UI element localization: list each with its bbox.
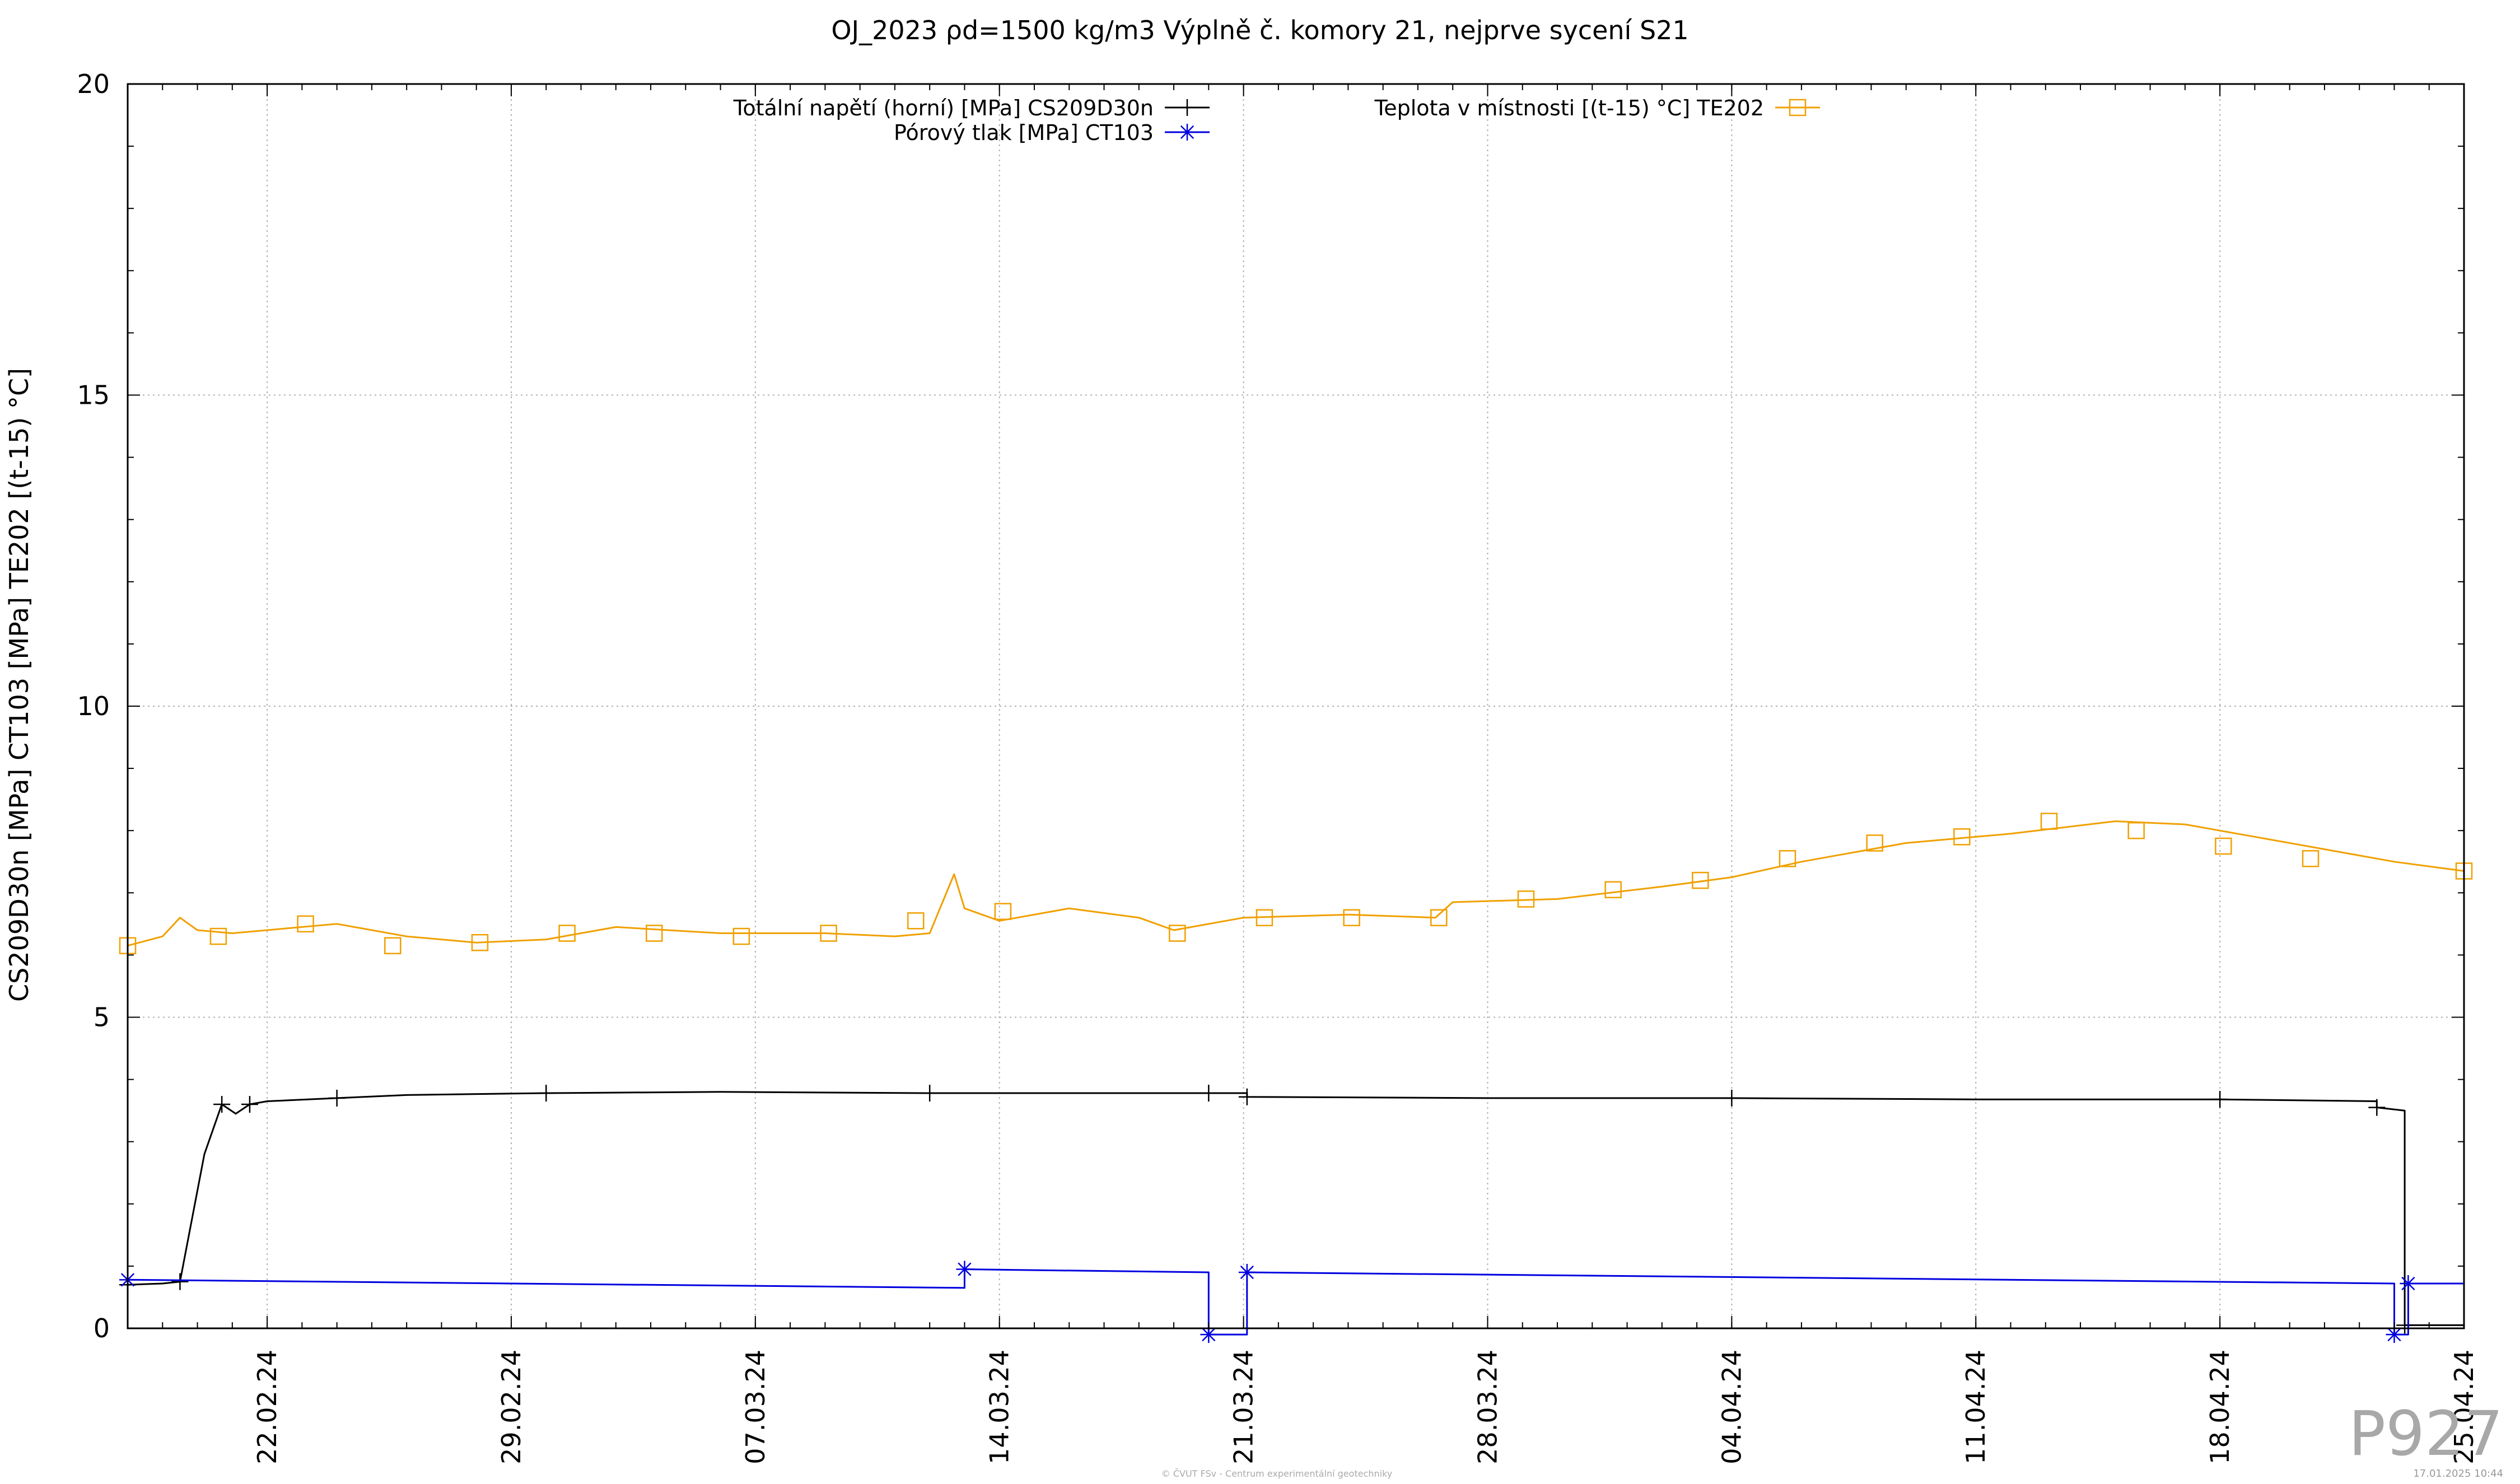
marker-stroke [1180, 125, 1194, 139]
data-marker-square [1430, 909, 1448, 926]
data-marker-star [1200, 1326, 1217, 1343]
sheet-id: P927 [2349, 1398, 2503, 1469]
copyright-text: © ČVUT FSv - Centrum experimentální geot… [1161, 1468, 1393, 1479]
y-axis-label: CS209D30n [MPa] CT103 [MPa] TE202 [(t-15… [4, 368, 34, 1002]
legend: Totální napětí (horní) [MPa] CS209D30nPó… [733, 96, 1820, 145]
data-marker-plus [1200, 1085, 1217, 1102]
data-marker-square [1517, 890, 1535, 908]
data-marker-square [907, 912, 925, 930]
data-marker-square [2040, 813, 2058, 830]
data-marker-square [1692, 871, 1709, 889]
data-marker-square [1343, 909, 1360, 926]
data-marker-square [1604, 881, 1622, 898]
data-marker-square [1789, 99, 1807, 116]
y-tick-label: 15 [77, 380, 110, 410]
data-marker-plus [1238, 1088, 1256, 1105]
data-marker-square [1779, 850, 1796, 867]
data-marker-square [2302, 850, 2320, 867]
data-marker-square [1169, 925, 1186, 942]
data-marker-plus [2368, 1099, 2386, 1116]
data-marker-square [1256, 909, 1273, 926]
x-tick-label: 14.03.24 [984, 1350, 1015, 1464]
x-tick-label: 21.03.24 [1229, 1350, 1259, 1464]
chart-title: OJ_2023 ρd=1500 kg/m3 Výplně č. komory 2… [831, 15, 1688, 45]
data-marker-star [1179, 124, 1196, 141]
marker-stroke [1240, 1265, 1254, 1280]
series-line [127, 820, 2465, 947]
legend-label: Teplota v místnosti [(t-15) °C] TE202 [1374, 96, 1764, 120]
data-marker-square [994, 903, 1012, 920]
y-tick-label: 0 [94, 1313, 110, 1343]
y-tick-label: 10 [77, 691, 110, 721]
data-marker-plus [921, 1085, 939, 1102]
data-marker-square [297, 915, 314, 933]
x-tick-label: 18.04.24 [2205, 1350, 2235, 1464]
data-marker-star [956, 1261, 973, 1278]
data-marker-plus [171, 1273, 189, 1290]
timestamp-text: 17.01.2025 10:44 [2413, 1468, 2503, 1480]
marker-stroke [1202, 1327, 1216, 1342]
data-marker-square [1866, 834, 1883, 852]
x-tick-label: 22.02.24 [252, 1350, 282, 1464]
marker-stroke [2401, 1276, 2415, 1291]
y-tick-label: 5 [94, 1002, 110, 1033]
series-line [127, 1091, 2464, 1326]
data-marker-square [558, 925, 576, 942]
data-marker-square [2127, 822, 2145, 839]
data-marker-square [820, 925, 837, 942]
data-marker-plus [1179, 99, 1196, 116]
marker-stroke [2387, 1327, 2401, 1342]
data-marker-plus [241, 1096, 258, 1113]
data-marker-plus [328, 1089, 346, 1107]
x-tick-label: 29.02.24 [496, 1350, 526, 1464]
legend-label: Totální napětí (horní) [MPa] CS209D30n [733, 96, 1154, 120]
series-2 [119, 813, 2473, 954]
legend-label: Pórový tlak [MPa] CT103 [894, 120, 1154, 145]
axes: 0 5 10 15 20 22.02.24 29.02.24 07.03.24 14.03.24… [77, 69, 2479, 1464]
data-marker-square [209, 927, 227, 945]
x-tick-label: 28.03.24 [1472, 1350, 1502, 1464]
data-marker-square [646, 925, 663, 942]
data-marker-plus [538, 1085, 555, 1102]
data-marker-plus [2211, 1091, 2229, 1108]
legend-entry: Totální napětí (horní) [MPa] CS209D30n [733, 96, 1210, 120]
data-marker-square [2215, 837, 2232, 855]
x-tick-label: 25.04.24 [2449, 1350, 2479, 1464]
plot-frame [127, 83, 2465, 1329]
marker-stroke [958, 1262, 972, 1276]
x-tick-label: 07.03.24 [740, 1350, 771, 1464]
series-0 [119, 1085, 2464, 1334]
legend-entry: Pórový tlak [MPa] CT103 [894, 120, 1210, 145]
y-tick-label: 20 [77, 69, 110, 99]
data-marker-square [732, 927, 750, 945]
data-marker-square [384, 937, 402, 954]
data-marker-star [2400, 1275, 2417, 1292]
data-marker-square [1953, 828, 1971, 846]
data-marker-plus [213, 1096, 231, 1113]
data-marker-star [1238, 1264, 1256, 1281]
x-tick-label: 11.04.24 [1961, 1350, 1991, 1464]
legend-entry: Teplota v místnosti [(t-15) °C] TE202 [1374, 96, 1820, 120]
data-marker-square [471, 934, 489, 951]
x-tick-label: 04.04.24 [1716, 1350, 1747, 1464]
data-marker-plus [2396, 1317, 2414, 1334]
data-marker-plus [1723, 1089, 1740, 1107]
series-layer [119, 813, 2473, 1343]
